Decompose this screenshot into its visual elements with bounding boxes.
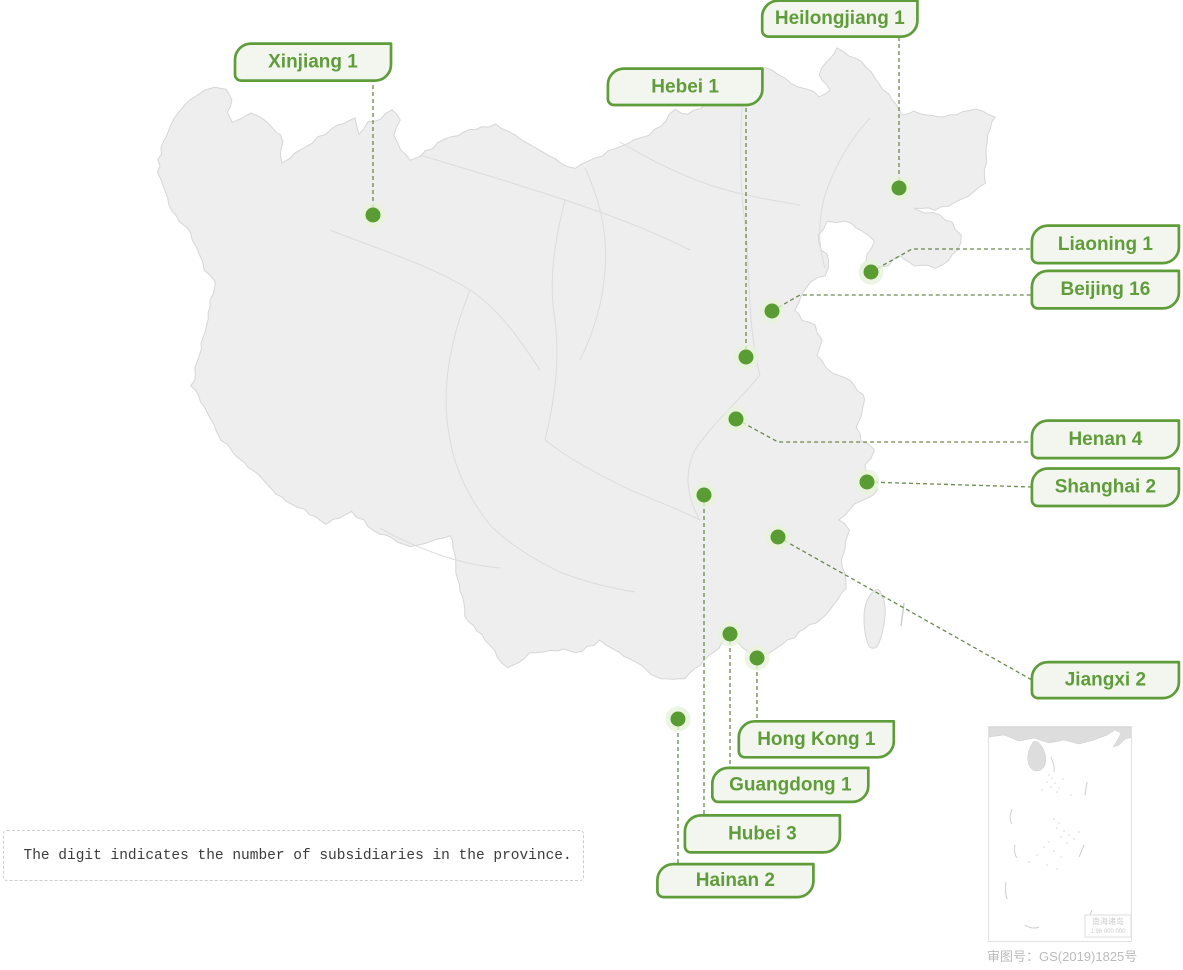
svg-text:Shanghai 2: Shanghai 2 bbox=[1055, 477, 1156, 498]
svg-text:Hong Kong 1: Hong Kong 1 bbox=[757, 729, 876, 750]
svg-text:Liaoning 1: Liaoning 1 bbox=[1058, 234, 1153, 255]
svg-text:Hebei 1: Hebei 1 bbox=[651, 76, 719, 97]
svg-text:Hainan 2: Hainan 2 bbox=[696, 870, 775, 891]
svg-text:Hubei 3: Hubei 3 bbox=[728, 823, 797, 844]
svg-text:Guangdong 1: Guangdong 1 bbox=[729, 774, 852, 795]
svg-text:Xinjiang 1: Xinjiang 1 bbox=[268, 52, 358, 73]
svg-text:Henan 4: Henan 4 bbox=[1068, 429, 1142, 450]
svg-text:1:96 000 000: 1:96 000 000 bbox=[1090, 929, 1126, 935]
svg-text:Heilongjiang 1: Heilongjiang 1 bbox=[775, 8, 905, 29]
svg-text:南海诸岛: 南海诸岛 bbox=[1092, 916, 1124, 926]
svg-text:Beijing 16: Beijing 16 bbox=[1061, 279, 1151, 300]
svg-text:Jiangxi 2: Jiangxi 2 bbox=[1065, 670, 1146, 691]
